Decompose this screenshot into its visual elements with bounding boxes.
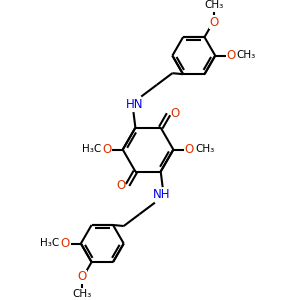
Text: H₃C: H₃C <box>40 238 59 248</box>
Text: O: O <box>61 237 70 250</box>
Text: O: O <box>171 107 180 120</box>
Text: CH₃: CH₃ <box>205 0 224 10</box>
Text: NH: NH <box>153 188 170 201</box>
Text: O: O <box>184 143 194 156</box>
Text: O: O <box>116 179 125 193</box>
Text: CH₃: CH₃ <box>72 289 92 299</box>
Text: O: O <box>226 49 236 62</box>
Text: H₃C: H₃C <box>82 144 101 154</box>
Text: CH₃: CH₃ <box>237 50 256 60</box>
Text: O: O <box>77 270 86 283</box>
Text: CH₃: CH₃ <box>195 144 214 154</box>
Text: O: O <box>210 16 219 29</box>
Text: O: O <box>103 143 112 156</box>
Text: HN: HN <box>126 98 143 111</box>
